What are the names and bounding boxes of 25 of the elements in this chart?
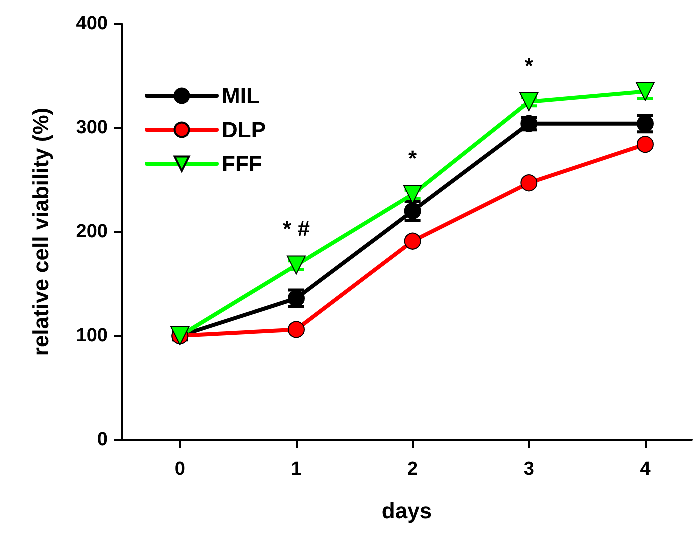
x-tick-label: 1 bbox=[291, 459, 302, 480]
point bbox=[403, 185, 422, 204]
point bbox=[288, 321, 305, 338]
annotation: * # bbox=[283, 216, 310, 242]
y-axis-title: relative cell viability (%) bbox=[28, 108, 54, 356]
x-tick-label: 0 bbox=[174, 459, 186, 480]
point bbox=[404, 232, 422, 250]
x-tick-label: 2 bbox=[408, 459, 418, 480]
legend-label: DLP bbox=[222, 118, 266, 142]
annotation: * bbox=[524, 53, 534, 78]
y-tick-label: 300 bbox=[76, 118, 108, 138]
point bbox=[286, 256, 306, 275]
y-tick-label: 100 bbox=[76, 326, 108, 346]
x-tick-label: 3 bbox=[524, 459, 534, 480]
y-tick-label: 0 bbox=[97, 430, 108, 450]
x-tick-label: 4 bbox=[640, 459, 652, 480]
y-tick-label: 400 bbox=[76, 14, 108, 34]
legend-label: MIL bbox=[222, 84, 260, 108]
legend-label: FFF bbox=[222, 152, 262, 176]
x-axis-title: days bbox=[382, 498, 432, 524]
y-tick-label: 200 bbox=[76, 222, 108, 242]
annotation: * bbox=[408, 146, 418, 171]
point bbox=[520, 92, 539, 112]
point bbox=[520, 174, 538, 192]
point bbox=[636, 136, 654, 154]
